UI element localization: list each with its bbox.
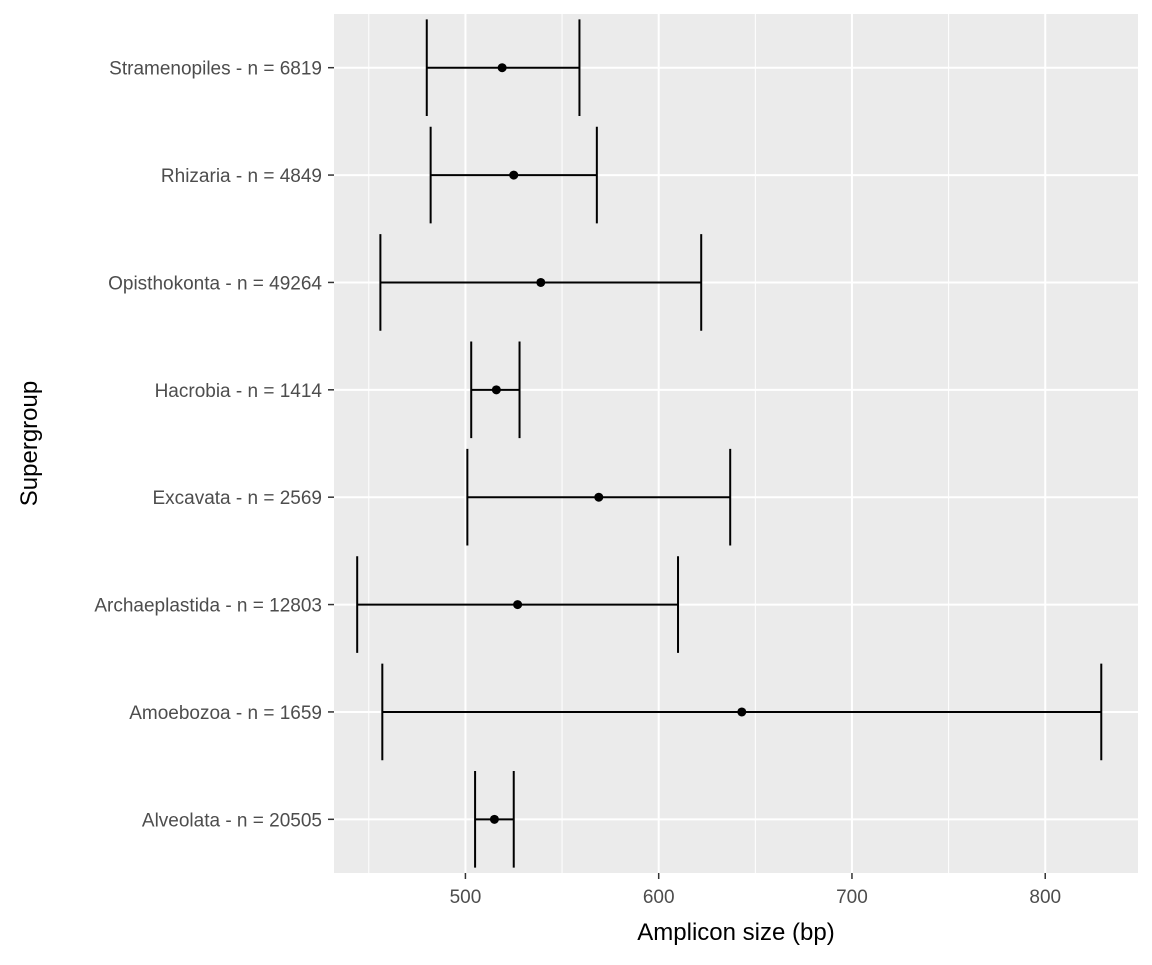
errorbar-group bbox=[381, 663, 1103, 761]
mean-point bbox=[594, 492, 604, 502]
x-tick-label: 600 bbox=[643, 887, 675, 908]
y-tick-label: Opisthokonta - n = 49264 bbox=[108, 273, 322, 294]
y-tick-label: Excavata - n = 2569 bbox=[152, 488, 322, 509]
x-tick-label: 700 bbox=[836, 887, 868, 908]
y-tick-label: Rhizaria - n = 4849 bbox=[161, 166, 322, 187]
plot-panel bbox=[334, 14, 1138, 873]
mean-point bbox=[509, 170, 519, 180]
x-tick-label: 500 bbox=[450, 887, 482, 908]
x-axis-title: Amplicon size (bp) bbox=[637, 919, 834, 946]
mean-point bbox=[737, 707, 747, 717]
mean-point bbox=[513, 600, 523, 610]
y-tick-label: Alveolata - n = 20505 bbox=[142, 810, 322, 831]
mean-point bbox=[489, 814, 499, 824]
mean-point bbox=[536, 277, 546, 287]
y-axis-title: Supergroup bbox=[16, 381, 43, 506]
errorbar-group bbox=[466, 448, 732, 546]
errorbar-group bbox=[429, 126, 598, 224]
y-tick-label: Hacrobia - n = 1414 bbox=[155, 381, 323, 402]
x-axis: 500 600 700 800 bbox=[450, 873, 1061, 908]
errorbar-group bbox=[470, 341, 521, 439]
errorbar-group bbox=[425, 19, 581, 117]
error-bars bbox=[356, 19, 1103, 868]
errorbar-group bbox=[379, 234, 703, 331]
errorbar-group bbox=[356, 556, 680, 653]
errorbar-group bbox=[474, 770, 515, 868]
x-tick-label: 800 bbox=[1029, 887, 1061, 908]
y-axis: Stramenopiles - n = 6819 Rhizaria - n = 4… bbox=[94, 59, 334, 831]
y-tick-label: Stramenopiles - n = 6819 bbox=[109, 59, 322, 80]
mean-point bbox=[491, 385, 501, 395]
grid-minor bbox=[368, 14, 950, 873]
mean-point bbox=[497, 63, 507, 73]
y-tick-label: Amoebozoa - n = 1659 bbox=[129, 703, 322, 724]
y-tick-label: Archaeplastida - n = 12803 bbox=[94, 596, 322, 617]
